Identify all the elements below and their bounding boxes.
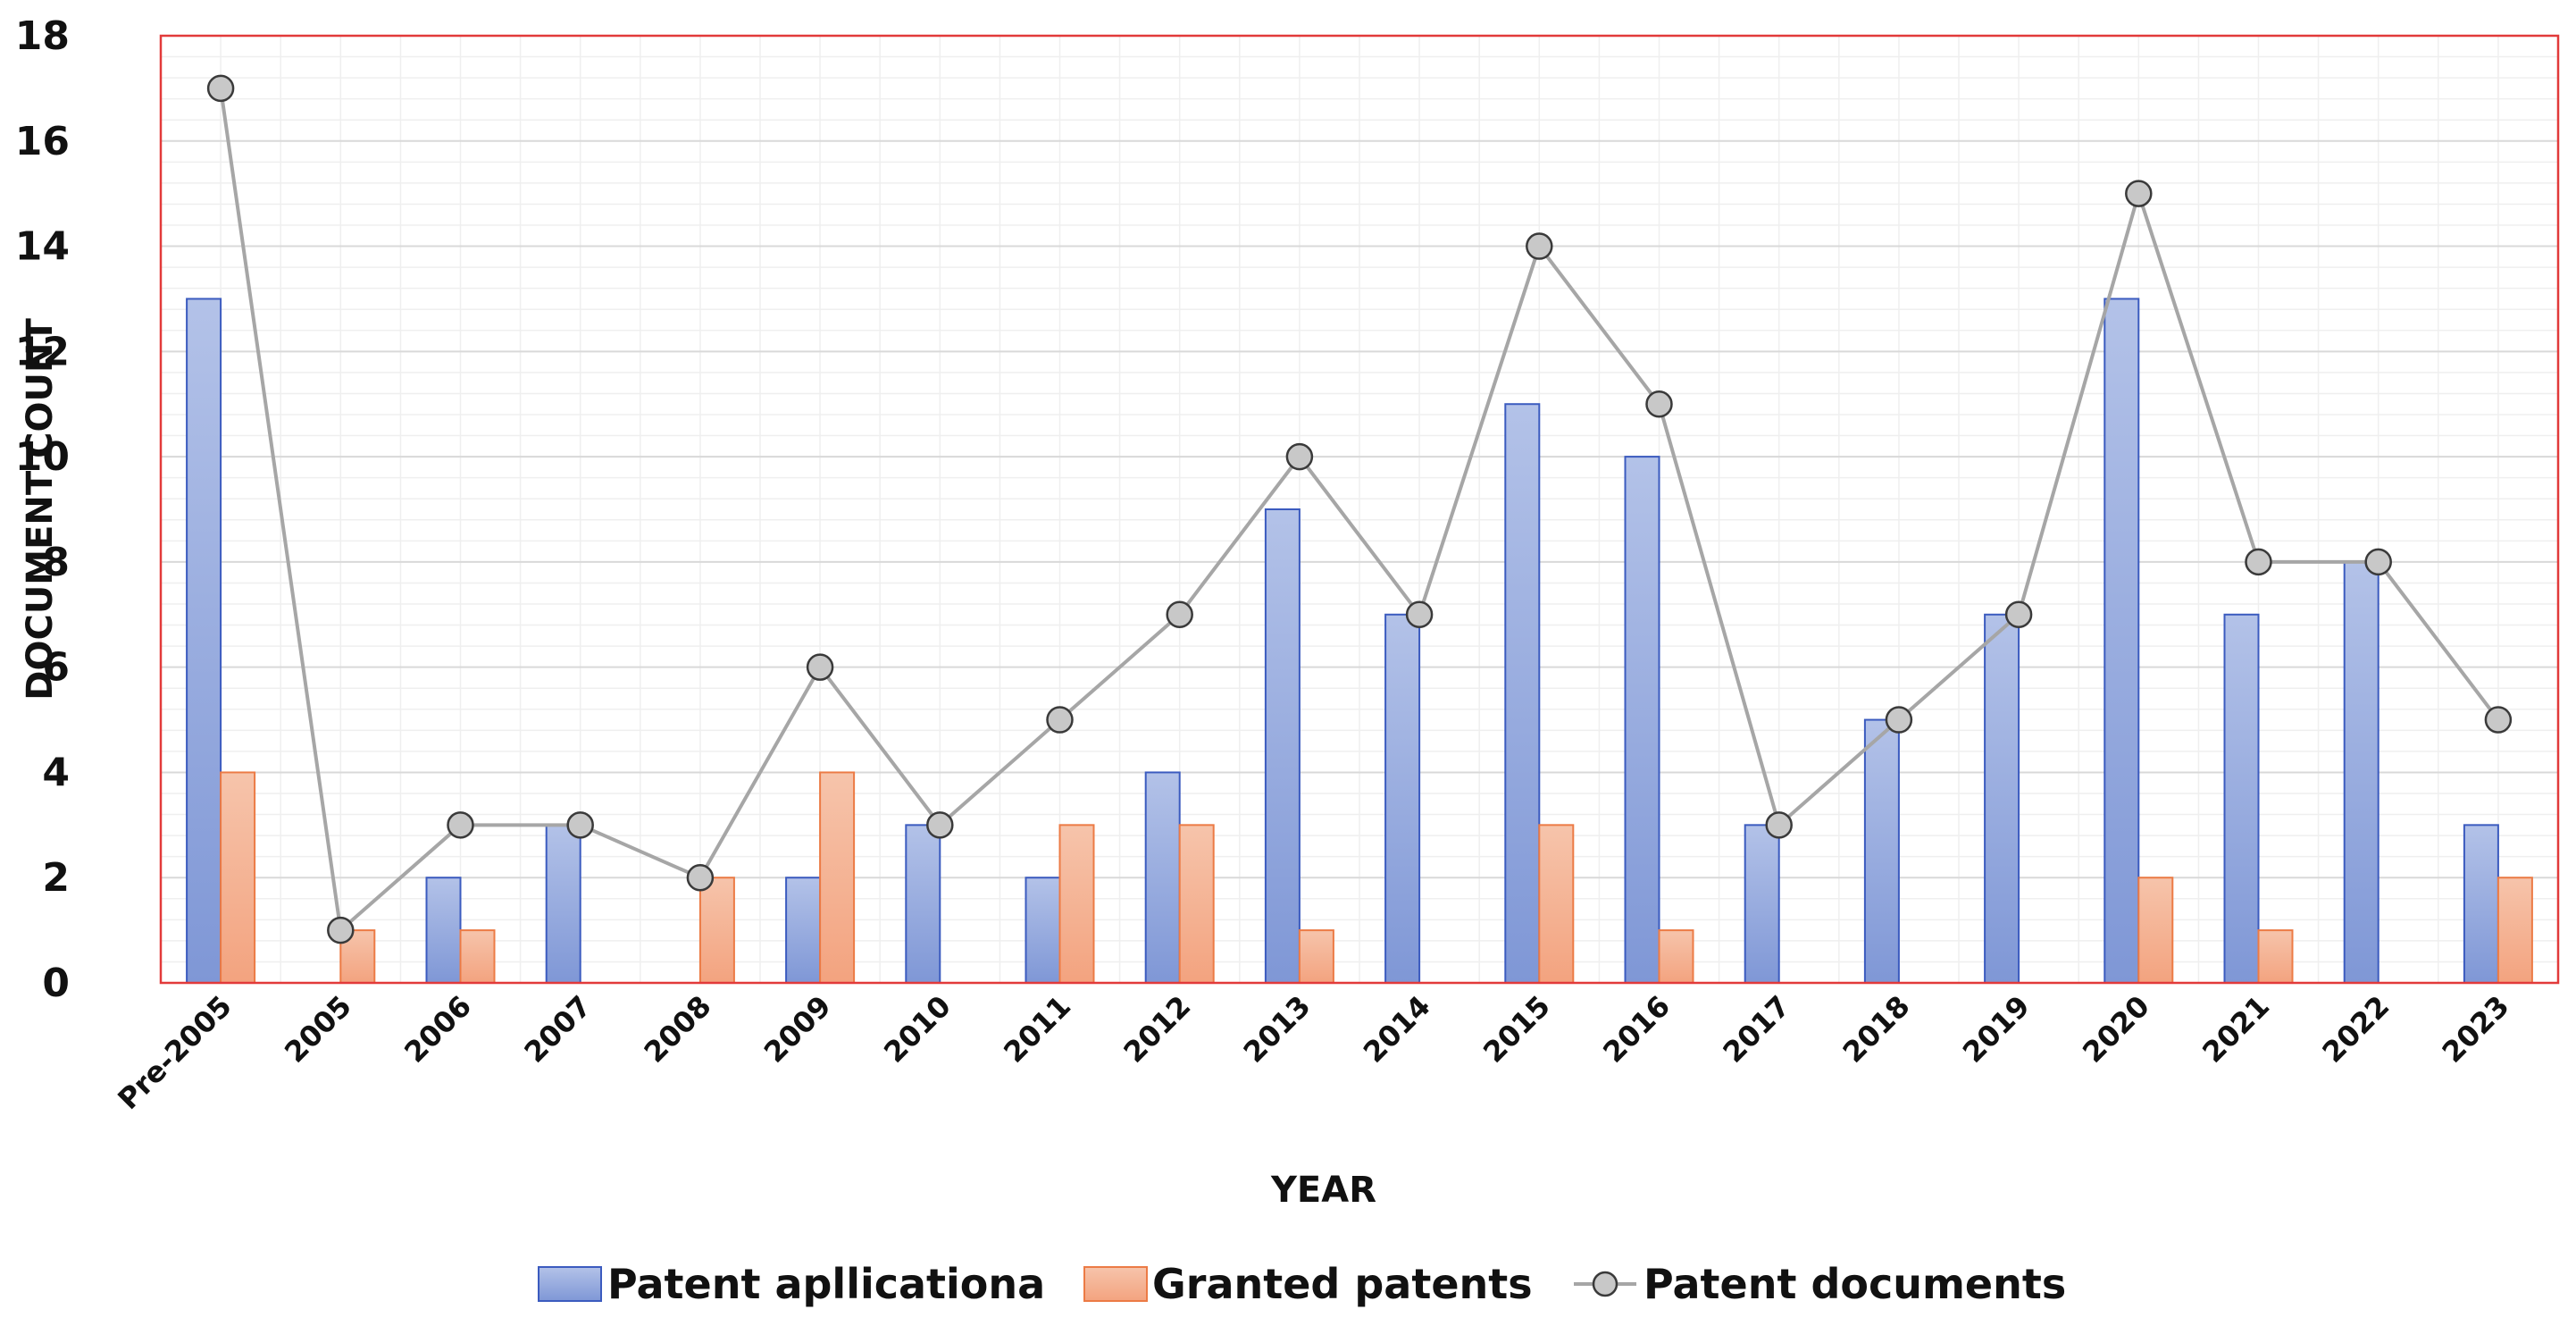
point-patent-documents-2017 — [1765, 811, 1793, 839]
point-patent-documents-2019 — [2004, 600, 2033, 629]
legend-swatch-granted-patents — [1083, 1266, 1148, 1302]
bar-patent-applications-2020 — [2103, 298, 2140, 984]
bar-patent-applications-2018 — [1863, 718, 1900, 984]
bar-granted-patents-2015 — [1538, 824, 1575, 984]
x-tick-label: 2005 — [278, 989, 358, 1070]
bar-patent-applications-2017 — [1744, 824, 1780, 984]
y-axis-title: DOCUMENT COUNT — [20, 318, 61, 701]
point-patent-documents-2010 — [926, 811, 954, 839]
y-tick-label: 6 — [42, 645, 70, 691]
point-patent-documents-2021 — [2245, 548, 2272, 576]
bar-patent-applications-2014 — [1384, 613, 1421, 984]
bar-granted-patents-2009 — [819, 771, 856, 985]
point-patent-documents-2006 — [447, 811, 474, 839]
point-patent-documents-pre-2005 — [206, 74, 235, 103]
x-tick-label: 2014 — [1357, 989, 1437, 1070]
bar-granted-patents-2008 — [698, 877, 735, 985]
bar-patent-applications-2021 — [2223, 613, 2260, 984]
y-tick-label: 4 — [42, 750, 70, 795]
point-patent-documents-2009 — [806, 653, 834, 681]
point-patent-documents-2014 — [1405, 600, 1434, 629]
bar-granted-patents-2012 — [1178, 824, 1215, 984]
legend-swatch-patent-applications — [538, 1266, 602, 1302]
line-patent-documents — [219, 88, 2500, 935]
bar-patent-applications-2012 — [1144, 771, 1181, 985]
y-tick-label: 16 — [15, 119, 70, 164]
x-axis-title: YEAR — [1270, 1170, 1376, 1211]
line-series — [206, 74, 2513, 944]
bar-granted-patents-2020 — [2137, 877, 2174, 985]
point-patent-documents-2008 — [686, 863, 715, 892]
y-axis-ticks: 0 2 4 6 8 10 12 14 16 18 — [15, 13, 70, 1006]
x-tick-label: 2017 — [1717, 989, 1797, 1070]
x-tick-label: 2021 — [2195, 989, 2276, 1070]
y-tick-label: 0 — [42, 961, 70, 1006]
bar-granted-patents-2021 — [2257, 929, 2294, 984]
x-tick-label: 2018 — [1836, 989, 1917, 1070]
bars — [186, 298, 2533, 985]
x-tick-label: 2023 — [2436, 989, 2516, 1070]
y-tick-label: 10 — [15, 434, 70, 480]
x-tick-label: 2011 — [997, 989, 1077, 1070]
legend-label-patent-documents: Patent documents — [1643, 1260, 2066, 1308]
x-tick-label: 2013 — [1237, 989, 1317, 1070]
point-patent-documents-2016 — [1645, 390, 1673, 418]
point-patent-documents-2022 — [2364, 548, 2392, 576]
bar-patent-applications-2011 — [1025, 877, 1061, 985]
legend: Patent apllicationa Granted patents Pate… — [538, 1260, 2066, 1308]
point-patent-documents-2012 — [1166, 600, 1193, 629]
bar-patent-applications-2015 — [1504, 403, 1541, 984]
legend-label-patent-applications: Patent apllicationa — [607, 1260, 1045, 1308]
bar-granted-patents-pre-2005 — [220, 771, 256, 985]
point-patent-documents-2015 — [1526, 232, 1553, 260]
point-patent-documents-2018 — [1885, 706, 1913, 734]
point-patent-documents-2005 — [327, 916, 355, 944]
bar-patent-applications-2019 — [1984, 613, 2020, 984]
bar-patent-applications-2016 — [1624, 456, 1660, 985]
point-patent-documents-2011 — [1046, 706, 1074, 734]
x-tick-label: 2019 — [1956, 989, 2037, 1070]
x-tick-label: 2015 — [1476, 989, 1557, 1070]
x-tick-label: 2022 — [2316, 989, 2396, 1070]
bar-patent-applications-2023 — [2463, 824, 2499, 984]
bar-patent-applications-2010 — [905, 824, 941, 984]
point-patent-documents-2013 — [1285, 442, 1314, 471]
bar-granted-patents-2013 — [1298, 929, 1334, 984]
bar-patent-applications-2009 — [785, 877, 822, 985]
x-tick-label: 2009 — [757, 989, 838, 1070]
y-tick-label: 12 — [15, 329, 70, 374]
point-patent-documents-2023 — [2484, 706, 2513, 734]
x-tick-label: 2008 — [638, 989, 718, 1070]
x-axis-ticks: Pre-2005 2005 2006 2007 2008 2009 2010 2011 2012… — [111, 989, 2515, 1116]
bar-patent-applications-2007 — [545, 824, 581, 984]
legend-label-granted-patents: Granted patents — [1152, 1260, 1533, 1308]
x-tick-label: 2010 — [877, 989, 958, 1070]
x-tick-label: 2007 — [518, 989, 598, 1070]
y-tick-label: 2 — [42, 855, 70, 901]
y-tick-label: 14 — [15, 224, 70, 270]
bar-granted-patents-2016 — [1658, 929, 1694, 984]
x-tick-label: 2020 — [2076, 989, 2156, 1070]
y-tick-label: 8 — [42, 540, 70, 585]
bar-granted-patents-2006 — [459, 929, 496, 984]
legend-marker-patent-documents — [1592, 1271, 1618, 1297]
y-tick-label: 18 — [15, 13, 70, 59]
point-patent-documents-2007 — [566, 811, 594, 839]
x-tick-label: 2006 — [397, 989, 478, 1070]
plot-area-border — [159, 34, 2560, 985]
bar-patent-applications-2022 — [2343, 560, 2379, 985]
x-tick-label: 2016 — [1596, 989, 1677, 1070]
bar-granted-patents-2011 — [1058, 824, 1095, 984]
bar-patent-applications-2006 — [425, 877, 462, 985]
x-tick-label: Pre-2005 — [111, 989, 238, 1116]
x-tick-label: 2012 — [1117, 989, 1198, 1070]
minor-gridlines — [160, 35, 2559, 984]
bar-patent-applications-2013 — [1264, 508, 1301, 984]
bar-granted-patents-2023 — [2497, 877, 2533, 985]
point-patent-documents-2020 — [2125, 180, 2153, 207]
bar-patent-applications-pre-2005 — [186, 298, 222, 984]
